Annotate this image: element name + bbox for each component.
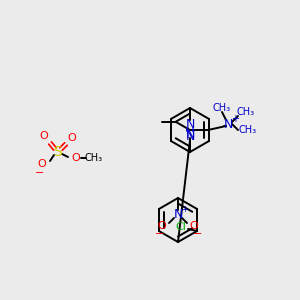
Text: CH₃: CH₃ [239, 125, 257, 135]
Text: O: O [40, 131, 48, 141]
Text: S: S [54, 145, 62, 159]
Text: CH₃: CH₃ [237, 107, 255, 117]
Text: −: − [193, 229, 203, 239]
Text: N: N [185, 130, 195, 142]
Text: CH₃: CH₃ [85, 153, 103, 163]
Text: O: O [158, 221, 166, 231]
Text: −: − [155, 229, 165, 239]
Text: +: + [182, 206, 188, 214]
Text: O: O [68, 133, 76, 143]
Text: CH₃: CH₃ [213, 103, 231, 113]
Text: O: O [38, 159, 46, 169]
Text: N: N [173, 208, 183, 220]
Text: O: O [190, 221, 198, 231]
Text: N: N [185, 118, 195, 130]
Text: Cl: Cl [176, 222, 187, 232]
Text: N: N [223, 118, 233, 130]
Text: O: O [72, 153, 80, 163]
Text: +: + [231, 114, 239, 124]
Text: −: − [35, 168, 45, 178]
Text: N: N [185, 128, 195, 140]
